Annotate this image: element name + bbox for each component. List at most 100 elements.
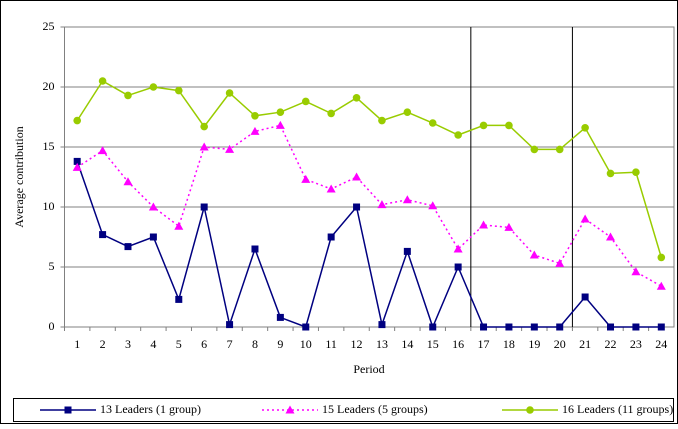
data-point xyxy=(225,89,234,97)
data-point xyxy=(656,281,666,290)
data-point xyxy=(428,201,438,210)
data-point xyxy=(378,116,386,125)
data-point xyxy=(301,97,310,106)
x-tick-label: 4 xyxy=(150,337,156,351)
data-point xyxy=(225,144,235,153)
x-tick-label: 19 xyxy=(528,337,540,351)
x-tick-label: 9 xyxy=(277,337,283,351)
data-point xyxy=(326,184,336,193)
x-tick-label: 21 xyxy=(579,337,591,351)
x-tick-label: 11 xyxy=(325,337,337,351)
x-tick-label: 1 xyxy=(74,337,80,351)
data-point xyxy=(428,119,437,127)
data-point xyxy=(327,109,335,118)
data-point xyxy=(555,145,564,154)
data-point xyxy=(149,233,157,241)
data-point xyxy=(632,323,640,331)
data-point xyxy=(505,323,513,331)
legend-box xyxy=(13,398,674,422)
data-point xyxy=(479,121,488,130)
x-tick-label: 3 xyxy=(125,337,131,351)
data-point xyxy=(453,244,463,253)
data-point xyxy=(429,323,437,331)
data-point xyxy=(250,126,260,135)
data-point xyxy=(276,313,284,321)
legend-label: 15 Leaders (5 groups) xyxy=(322,402,428,416)
y-tick-label: 0 xyxy=(49,319,55,333)
data-point xyxy=(479,220,489,229)
data-point xyxy=(123,177,133,186)
x-tick-label: 17 xyxy=(478,337,490,351)
data-point xyxy=(175,295,183,303)
y-tick-label: 10 xyxy=(43,199,55,213)
data-point xyxy=(302,323,310,331)
data-point xyxy=(275,120,285,129)
data-point xyxy=(99,231,107,239)
x-tick-label: 8 xyxy=(252,337,258,351)
x-tick-label: 5 xyxy=(176,337,182,351)
data-point xyxy=(606,232,616,241)
data-point xyxy=(657,323,665,331)
data-point xyxy=(73,116,81,125)
data-point xyxy=(200,122,208,131)
data-point xyxy=(199,142,209,151)
x-tick-label: 15 xyxy=(427,337,439,351)
data-point xyxy=(657,253,666,262)
legend-marker xyxy=(64,406,72,414)
x-tick-label: 12 xyxy=(351,337,363,351)
x-tick-label: 13 xyxy=(376,337,388,351)
data-point xyxy=(378,321,386,329)
data-point xyxy=(530,323,538,331)
y-tick-label: 20 xyxy=(43,79,55,93)
legend-label: 13 Leaders (1 group) xyxy=(100,402,201,416)
data-point xyxy=(580,214,590,223)
y-axis-label: Average contribution xyxy=(12,126,26,227)
data-point xyxy=(98,146,108,155)
x-tick-label: 16 xyxy=(452,337,464,351)
x-tick-label: 7 xyxy=(227,337,233,351)
data-point xyxy=(454,263,462,271)
x-tick-label: 18 xyxy=(503,337,515,351)
data-point xyxy=(632,168,640,176)
x-tick-label: 20 xyxy=(554,337,566,351)
x-tick-label: 10 xyxy=(300,337,312,351)
data-point xyxy=(403,247,411,255)
data-point xyxy=(504,222,514,231)
data-point xyxy=(148,202,158,211)
y-tick-label: 25 xyxy=(43,19,55,33)
x-tick-label: 24 xyxy=(655,337,667,351)
data-point xyxy=(352,94,361,102)
x-tick-label: 14 xyxy=(401,337,413,351)
data-point xyxy=(556,323,564,331)
legend-label: 16 Leaders (11 groups) xyxy=(562,402,673,416)
x-axis-label: Period xyxy=(353,362,384,376)
data-point xyxy=(402,195,412,204)
data-point xyxy=(226,321,234,329)
data-point xyxy=(377,200,387,209)
data-point xyxy=(149,83,158,91)
data-point xyxy=(529,250,539,259)
data-point xyxy=(73,157,81,165)
x-tick-label: 23 xyxy=(630,337,642,351)
data-point xyxy=(124,243,132,251)
legend-marker xyxy=(526,406,534,414)
data-point xyxy=(276,108,285,116)
data-point xyxy=(251,112,259,120)
data-point xyxy=(581,124,589,132)
data-point xyxy=(124,91,132,100)
series-line xyxy=(76,79,663,258)
y-tick-label: 5 xyxy=(49,259,55,273)
data-point xyxy=(403,108,412,116)
legend-marker xyxy=(285,405,295,414)
data-point xyxy=(174,86,183,95)
data-point xyxy=(530,145,539,154)
data-point xyxy=(555,258,565,267)
x-tick-label: 2 xyxy=(100,337,106,351)
data-point xyxy=(251,245,259,253)
data-point xyxy=(606,169,615,178)
data-point xyxy=(353,203,361,211)
x-tick-label: 22 xyxy=(605,337,617,351)
data-point xyxy=(480,323,488,331)
data-point xyxy=(454,131,462,139)
